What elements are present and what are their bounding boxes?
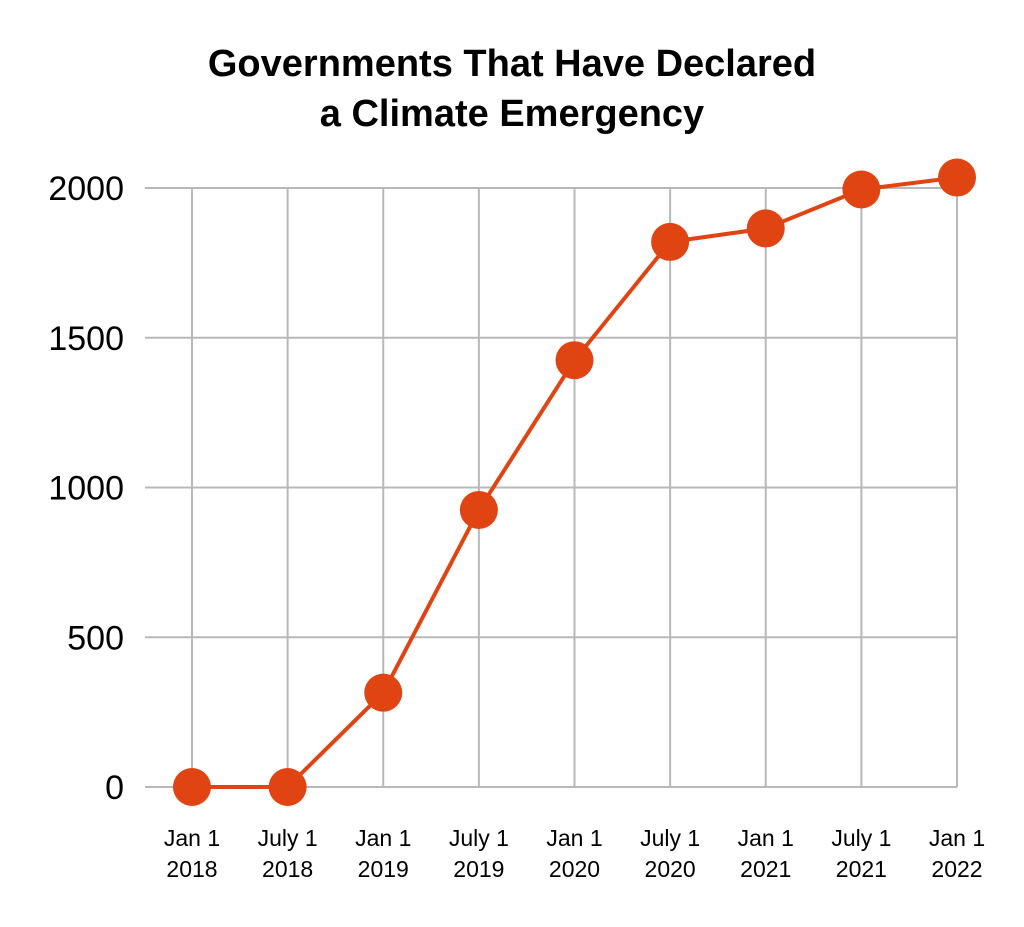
y-tick-label: 2000 bbox=[48, 170, 124, 208]
y-tick-label: 500 bbox=[67, 619, 124, 657]
chart-title-line-1: Governments That Have Declared bbox=[208, 43, 816, 85]
data-point bbox=[651, 222, 690, 261]
x-tick-label: July 1 2019 bbox=[449, 825, 509, 882]
y-tick-label: 0 bbox=[105, 769, 124, 807]
x-tick-label-line-1: Jan 1 bbox=[355, 825, 411, 851]
x-tick-label-line-1: Jan 1 bbox=[546, 825, 602, 851]
y-tick-label: 1500 bbox=[48, 320, 124, 358]
y-tick-label: 1000 bbox=[48, 470, 124, 508]
x-tick-label-line-2: 2020 bbox=[549, 856, 600, 882]
x-tick-label-line-2: 2019 bbox=[453, 856, 504, 882]
x-tick-label: July 1 2021 bbox=[831, 825, 891, 882]
data-point bbox=[842, 170, 881, 209]
x-tick-label-line-2: 2018 bbox=[166, 856, 217, 882]
data-point bbox=[268, 768, 307, 806]
x-tick-label-line-2: 2022 bbox=[931, 856, 982, 882]
x-tick-label: July 1 2018 bbox=[258, 825, 318, 882]
x-tick-label-line-1: Jan 1 bbox=[929, 825, 985, 851]
data-point bbox=[173, 768, 211, 806]
x-tick-label-line-1: July 1 bbox=[449, 825, 509, 851]
x-tick-label: July 1 2020 bbox=[640, 825, 700, 882]
x-tick-label: Jan 1 2021 bbox=[738, 825, 794, 882]
y-axis-ticks: 0 500 1000 1500 2000 bbox=[48, 170, 124, 807]
x-tick-label-line-1: Jan 1 bbox=[164, 825, 220, 851]
x-tick-label: Jan 1 2018 bbox=[164, 825, 220, 882]
x-tick-label: Jan 1 2020 bbox=[546, 825, 602, 882]
x-tick-label-line-2: 2021 bbox=[836, 856, 887, 882]
x-tick-label: Jan 1 2019 bbox=[355, 825, 411, 882]
x-tick-label-line-2: 2019 bbox=[358, 856, 409, 882]
grid bbox=[145, 187, 958, 788]
x-tick-label-line-2: 2021 bbox=[740, 856, 791, 882]
x-tick-label: Jan 1 2022 bbox=[929, 825, 985, 882]
x-tick-label-line-1: July 1 bbox=[831, 825, 891, 851]
chart-title: Governments That Have Declared a Climate… bbox=[208, 43, 816, 135]
x-tick-label-line-1: July 1 bbox=[640, 825, 700, 851]
chart-title-line-2: a Climate Emergency bbox=[320, 93, 704, 135]
data-point bbox=[364, 673, 403, 712]
data-point bbox=[459, 490, 498, 529]
x-tick-label-line-2: 2020 bbox=[645, 856, 696, 882]
x-tick-label-line-2: 2018 bbox=[262, 856, 313, 882]
x-tick-label-line-1: July 1 bbox=[258, 825, 318, 851]
data-point bbox=[746, 209, 785, 248]
series-climate-emergency-declarations bbox=[173, 158, 976, 806]
data-point bbox=[938, 158, 976, 197]
x-tick-label-line-1: Jan 1 bbox=[738, 825, 794, 851]
data-point bbox=[555, 341, 594, 380]
